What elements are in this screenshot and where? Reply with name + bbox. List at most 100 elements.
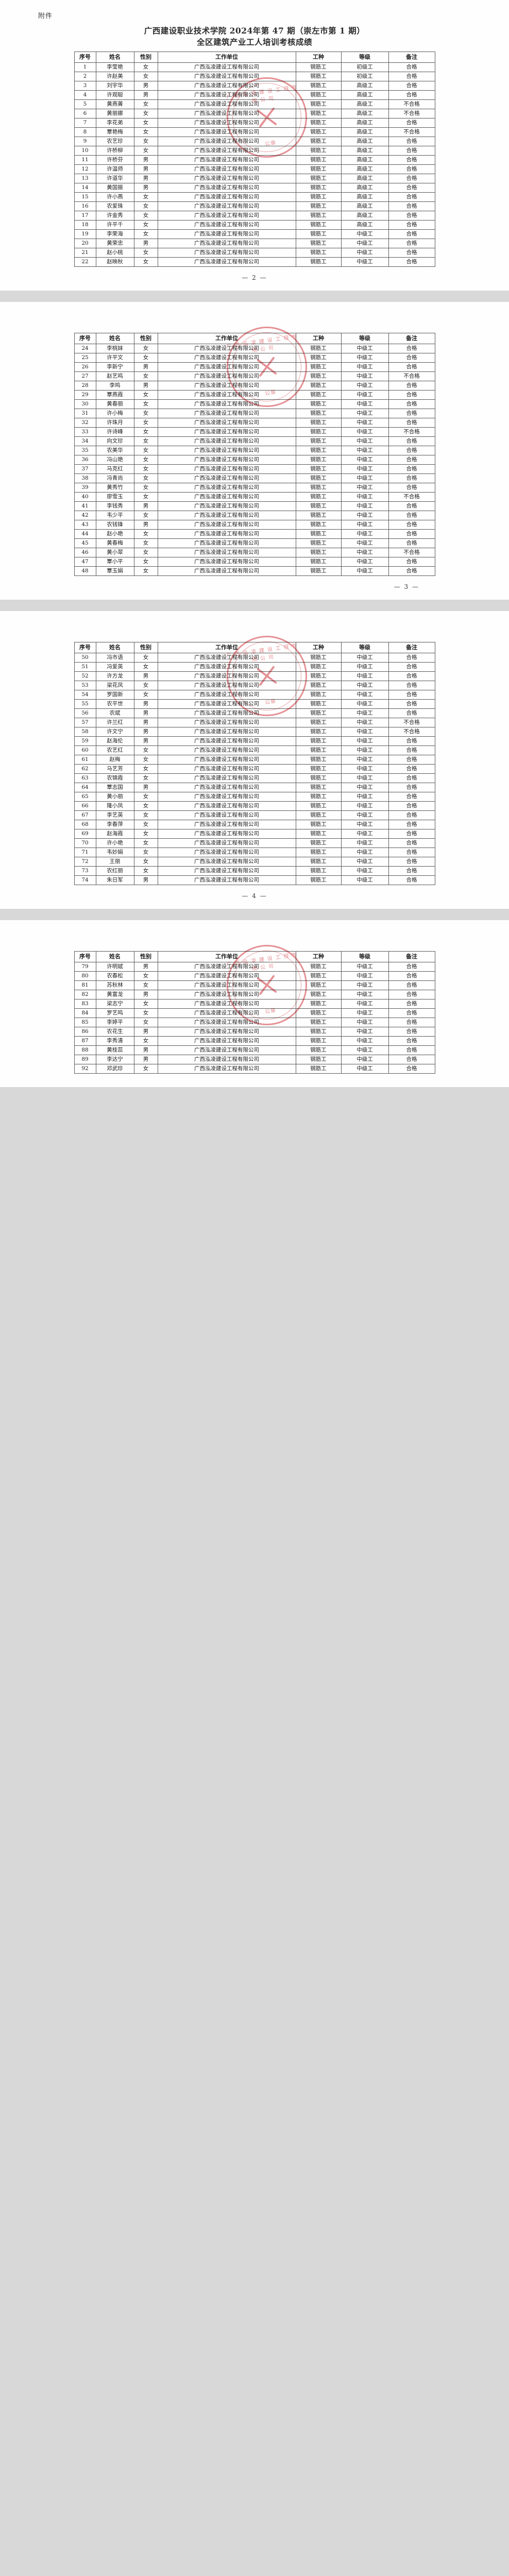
table-cell: 合格: [388, 671, 435, 681]
table-cell: 合格: [388, 538, 435, 548]
table-cell: 1: [74, 62, 96, 72]
table-cell: 女: [133, 801, 158, 811]
table-cell: 合格: [388, 247, 435, 258]
table-cell: 钢筋工: [295, 90, 342, 100]
table-cell: 中级工: [341, 352, 389, 363]
table-cell: 中级工: [341, 371, 389, 381]
table-cell: 女: [133, 828, 158, 839]
table-cell: 合格: [388, 998, 435, 1009]
table-row: 84 罗艺鸣女广西泓凌建设工程有限公司 钢筋工 中级工 合格: [74, 1008, 435, 1018]
table-cell: 农艺珍: [95, 136, 134, 146]
table-cell: 钢筋工: [295, 99, 342, 109]
table-cell: 黄桂蕊: [95, 1045, 134, 1055]
table-cell: 男: [133, 736, 158, 746]
table-cell: 钢筋工: [295, 726, 342, 737]
table-cell: 黄小丽: [95, 791, 134, 802]
table-cell: 广西泓凌建设工程有限公司: [157, 745, 296, 755]
table-row: 55 农平世男广西泓凌建设工程有限公司 钢筋工 中级工 合格: [74, 699, 435, 709]
table-cell: 合格: [388, 380, 435, 391]
table-cell: 向文珍: [95, 436, 134, 446]
table-cell: 覃燕霞: [95, 389, 134, 400]
table-cell: 女: [133, 371, 158, 381]
table-cell: 合格: [388, 117, 435, 128]
table-row: 37 马克红女广西泓凌建设工程有限公司 钢筋工 中级工 合格: [74, 464, 435, 474]
column-header: 工种: [295, 951, 342, 962]
table-cell: 51: [74, 662, 96, 672]
table-cell: 合格: [388, 1008, 435, 1018]
column-header: 等级: [341, 51, 389, 63]
table-cell: 冯山艳: [95, 454, 134, 465]
table-row: 60 农艺红女广西泓凌建设工程有限公司 钢筋工 中级工 合格: [74, 745, 435, 755]
table-row: 56 农斌男广西泓凌建设工程有限公司 钢筋工 中级工 合格: [74, 708, 435, 718]
table-cell: 合格: [388, 210, 435, 221]
table-row: 38 冯青尚女广西泓凌建设工程有限公司 钢筋工 中级工 合格: [74, 473, 435, 483]
table-cell: 钢筋工: [295, 482, 342, 493]
table-cell: 53: [74, 680, 96, 690]
table-cell: 28: [74, 380, 96, 391]
table-row: 54 罗国新女广西泓凌建设工程有限公司 钢筋工 中级工 合格: [74, 689, 435, 700]
table-cell: 钢筋工: [295, 173, 342, 183]
table-cell: 男: [133, 1026, 158, 1037]
table-cell: 钢筋工: [295, 745, 342, 755]
table-row: 47 覃小平女广西泓凌建设工程有限公司 钢筋工 中级工 合格: [74, 556, 435, 567]
table-cell: 韦少平: [95, 510, 134, 520]
table-cell: 中级工: [341, 875, 389, 885]
table-cell: 广西泓凌建设工程有限公司: [157, 547, 296, 557]
table-row: 32 许珠月女广西泓凌建设工程有限公司 钢筋工 中级工 合格: [74, 417, 435, 428]
table-cell: 钢筋工: [295, 362, 342, 372]
table-cell: 钢筋工: [295, 791, 342, 802]
table-row: 46 黄小翠女广西泓凌建设工程有限公司 钢筋工 中级工 不合格: [74, 547, 435, 557]
table-cell: 许平文: [95, 352, 134, 363]
table-cell: 广西泓凌建设工程有限公司: [157, 343, 296, 353]
table-cell: 中级工: [341, 980, 389, 990]
table-cell: 80: [74, 971, 96, 981]
table-cell: 苏秋林: [95, 980, 134, 990]
page-inner: 序号 姓名 性别 工作单位 工种 等级 备注 79 许明斌男广西泓凌建设工程有限公司 钢筋工 中级工…: [69, 920, 440, 1087]
table-cell: 黄丽娜: [95, 108, 134, 118]
table-cell: 许小燕: [95, 192, 134, 202]
table-cell: 不合格: [388, 108, 435, 118]
table-header-row: 序号 姓名 性别 工作单位 工种 等级 备注: [74, 951, 435, 962]
table-cell: 许平千: [95, 219, 134, 230]
table-row: 71 韦妙娟女广西泓凌建设工程有限公司 钢筋工 中级工 合格: [74, 847, 435, 857]
table-cell: 钢筋工: [295, 117, 342, 128]
table-cell: 农锦霞: [95, 773, 134, 783]
table-cell: 高级工: [341, 182, 389, 193]
table-cell: 男: [133, 782, 158, 792]
table-cell: 男: [133, 726, 158, 737]
table-cell: 31: [74, 408, 96, 418]
table-row: 36 冯山艳女广西泓凌建设工程有限公司 钢筋工 中级工 合格: [74, 454, 435, 465]
table-cell: 中级工: [341, 764, 389, 774]
column-header: 工种: [295, 332, 342, 344]
table-cell: 女: [133, 1017, 158, 1027]
table-cell: 2: [74, 71, 96, 81]
pages-container: 附件 广西建设职业技术学院 2024年第 47 期（崇左市第 1 期） 全区建筑产业…: [0, 0, 509, 1087]
table-header-row: 序号 姓名 性别 工作单位 工种 等级 备注: [74, 332, 435, 344]
table-row: 2 许赵美女广西泓凌建设工程有限公司 钢筋工 初级工 合格: [74, 71, 435, 81]
table-cell: 许观聪: [95, 90, 134, 100]
table-cell: 21: [74, 247, 96, 258]
table-row: 64 覃志国男广西泓凌建设工程有限公司 钢筋工 中级工 合格: [74, 782, 435, 792]
table-cell: 钢筋工: [295, 782, 342, 792]
table-cell: 广西泓凌建设工程有限公司: [157, 417, 296, 428]
table-cell: 46: [74, 547, 96, 557]
table-cell: 合格: [388, 389, 435, 400]
table-cell: 钢筋工: [295, 773, 342, 783]
table-cell: 高级工: [341, 127, 389, 137]
table-cell: 黄国振: [95, 182, 134, 193]
table-row: 50 冯市语女广西泓凌建设工程有限公司 钢筋工 中级工 合格: [74, 652, 435, 663]
table-cell: 罗国新: [95, 689, 134, 700]
table-cell: 合格: [388, 436, 435, 446]
table-cell: 合格: [388, 680, 435, 690]
table-cell: 11: [74, 155, 96, 165]
table-cell: 44: [74, 529, 96, 539]
table-row: 14 黄国振男广西泓凌建设工程有限公司 钢筋工 高级工 合格: [74, 182, 435, 193]
table-cell: 合格: [388, 519, 435, 530]
table-row: 68 李春萍女广西泓凌建设工程有限公司 钢筋工 中级工 合格: [74, 819, 435, 829]
table-cell: 中级工: [341, 708, 389, 718]
table-cell: 合格: [388, 482, 435, 493]
table-cell: 中级工: [341, 380, 389, 391]
table-cell: 女: [133, 745, 158, 755]
table-cell: 广西泓凌建设工程有限公司: [157, 436, 296, 446]
table-cell: 钢筋工: [295, 547, 342, 557]
